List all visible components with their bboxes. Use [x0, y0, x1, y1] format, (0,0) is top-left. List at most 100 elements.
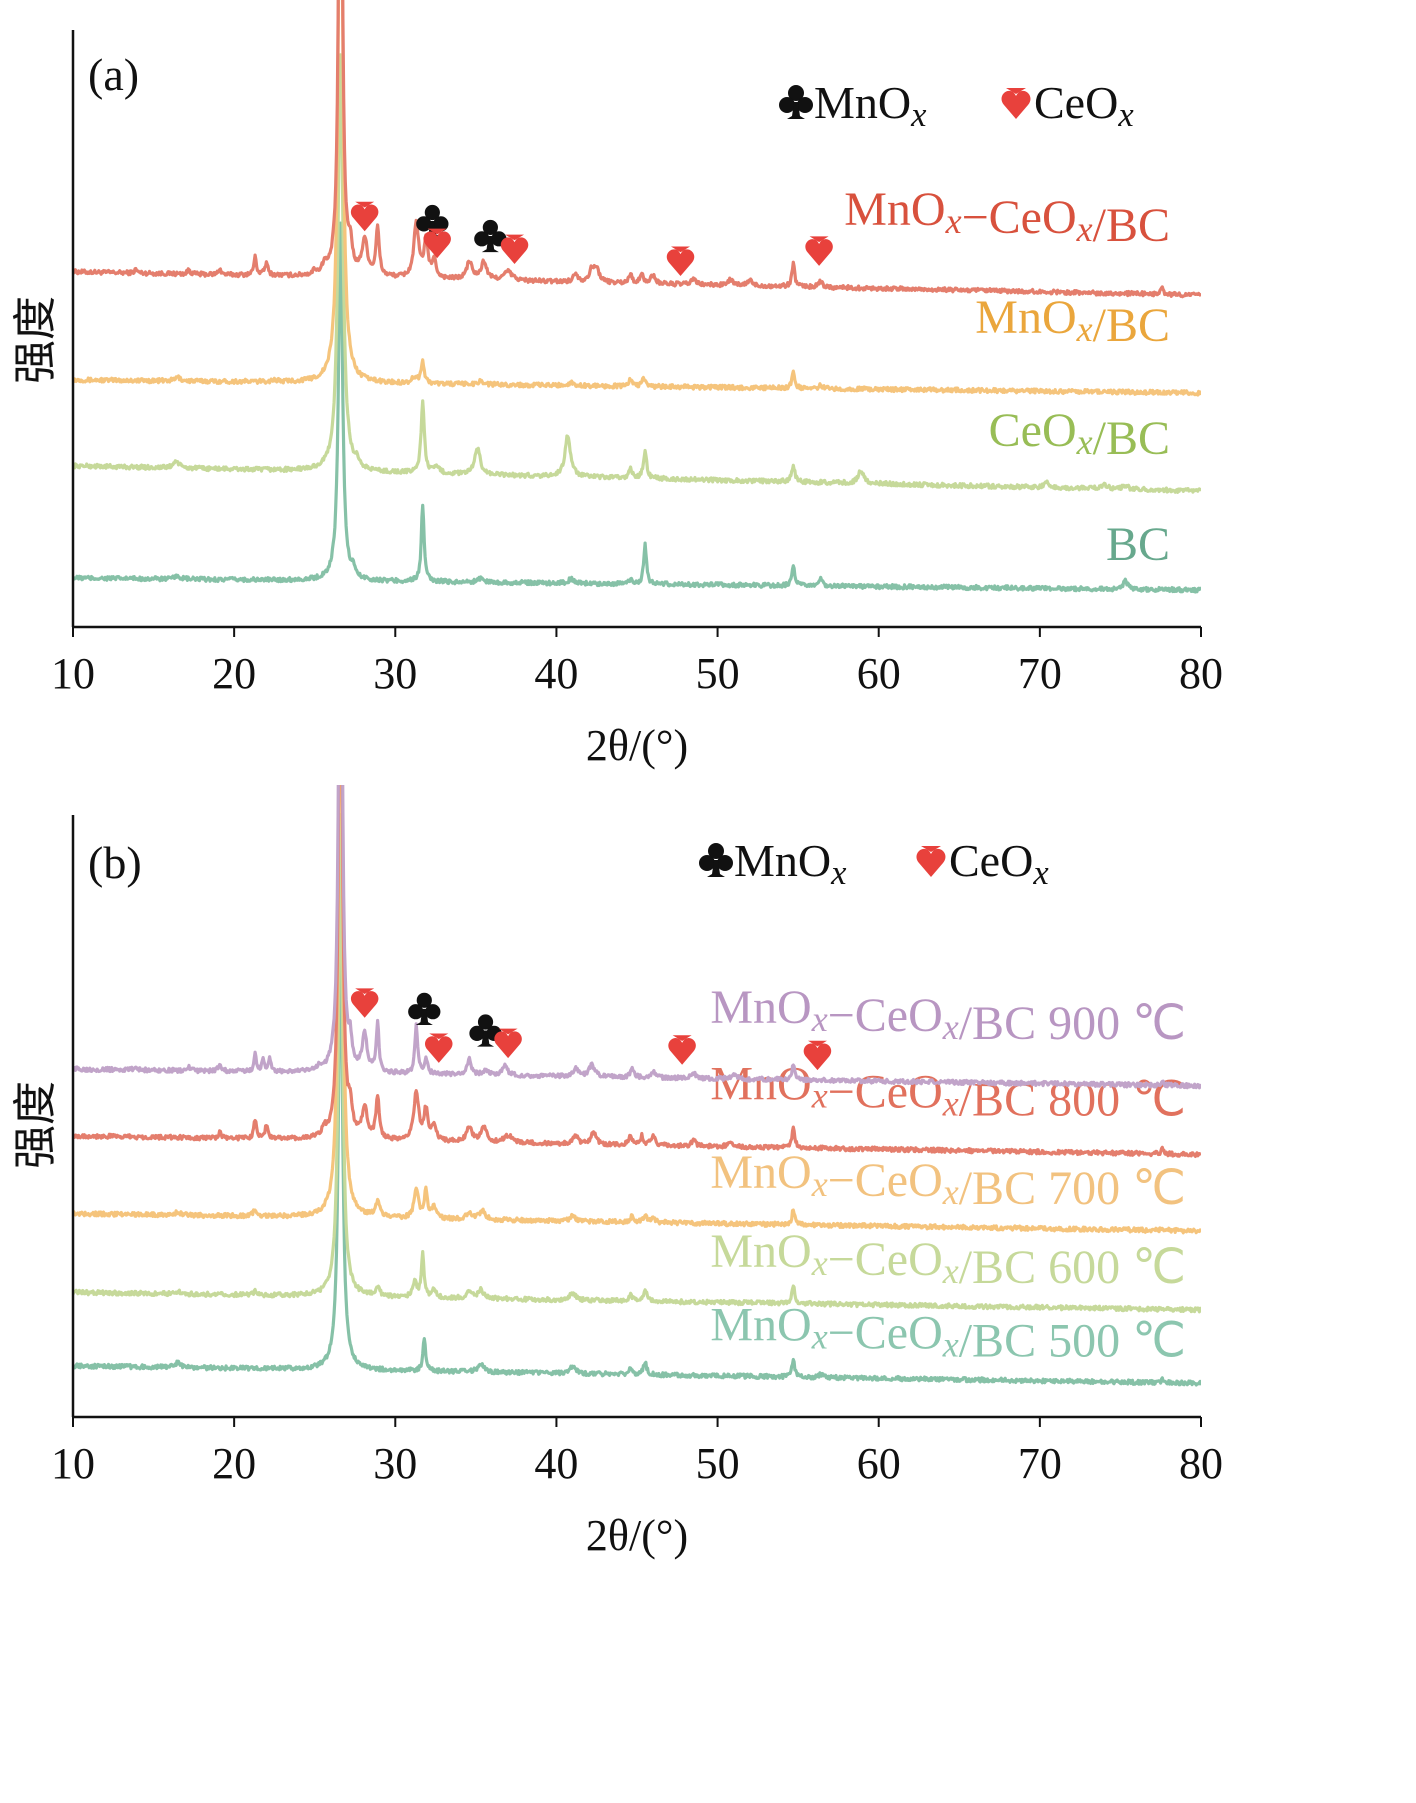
heart-bar: [355, 988, 375, 995]
heart-marker-icon: [1001, 88, 1031, 119]
club-lobe: [416, 216, 432, 232]
heart-bar: [505, 234, 525, 241]
heart-shape: [805, 239, 833, 266]
series-label: MnOx−CeOx/BC 700 ℃: [710, 1146, 1186, 1215]
legend-entry: MnOx: [734, 835, 847, 892]
series-line-MnOx-BC: [73, 0, 1201, 397]
heart-marker-icon: [425, 1033, 453, 1063]
legend-entry: CeOx: [949, 835, 1049, 892]
series-line-MnOx-CeOx-BC-800-: [73, 785, 1201, 1158]
series-label: MnOx−CeOx/BC 800 ℃: [710, 1058, 1186, 1127]
heart-bar: [427, 228, 447, 235]
heart-shape: [500, 237, 529, 265]
series-label: MnOx−CeOx/BC: [844, 183, 1170, 252]
subscript-x: x: [1076, 209, 1093, 249]
club-lobe: [482, 219, 498, 236]
label-text-part: −CeO: [962, 191, 1077, 244]
heart-shape: [668, 1038, 696, 1065]
subscript-x: x: [811, 1316, 828, 1356]
label-text-part: MnO: [844, 183, 945, 236]
label-text-part: /BC: [1093, 412, 1170, 465]
subscript-x: x: [811, 1243, 828, 1283]
x-tick-label: 20: [212, 649, 256, 698]
series-line-MnOx-CeOx-BC-500-: [73, 916, 1201, 1387]
club-marker-icon: [416, 204, 449, 238]
series-label: BC: [1106, 518, 1170, 571]
series-label: CeOx/BC: [989, 404, 1170, 465]
heart-bar: [809, 236, 829, 243]
series-label: MnOx−CeOx/BC 500 ℃: [710, 1298, 1186, 1367]
x-tick-label: 30: [373, 1439, 417, 1488]
label-text-part: CeO: [1034, 77, 1118, 128]
x-tick-label: 10: [51, 1439, 95, 1488]
label-text-part: −CeO: [828, 1154, 943, 1207]
x-tick-label: 60: [857, 1439, 901, 1488]
subscript-x: x: [1117, 96, 1134, 134]
heart-bar: [498, 1028, 518, 1035]
x-tick-label: 40: [534, 649, 578, 698]
heart-marker-icon: [666, 246, 695, 276]
heart-shape: [803, 1043, 832, 1071]
series-line-BC: [73, 221, 1201, 594]
subscript-x: x: [910, 96, 927, 134]
club-lobe: [477, 1014, 494, 1030]
subscript-x: x: [942, 1172, 959, 1212]
club-lobe: [708, 843, 724, 859]
heart-marker-icon: [803, 1040, 832, 1071]
club-lobe: [433, 216, 449, 232]
heart-bar: [1006, 88, 1026, 94]
club-stem: [707, 860, 725, 877]
heart-shape: [916, 848, 946, 877]
label-text-part: MnO: [814, 77, 911, 128]
label-text-part: MnO: [734, 835, 831, 886]
subscript-x: x: [811, 1076, 828, 1116]
label-text-part: CeO: [989, 404, 1077, 457]
y-axis-label: 强度: [11, 296, 60, 384]
club-marker-icon: [474, 219, 507, 253]
legend-entry: MnOx: [814, 77, 927, 134]
legend-entry: CeOx: [1034, 77, 1134, 134]
subscript-x: x: [811, 1164, 828, 1204]
subscript-x: x: [942, 1084, 959, 1124]
club-marker-icon: [408, 992, 441, 1025]
x-tick-label: 60: [857, 649, 901, 698]
label-text-part: /BC 900 ℃: [959, 997, 1186, 1050]
x-tick-label: 70: [1018, 1439, 1062, 1488]
heart-marker-icon: [494, 1028, 522, 1059]
club-lobe: [425, 1004, 441, 1020]
label-text-part: /BC: [1093, 199, 1170, 252]
x-axis-label: 2θ/(°): [586, 1511, 688, 1560]
club-marker-icon: [779, 85, 813, 119]
club-lobe: [408, 1004, 424, 1020]
series-line-MnOx-CeOx-BC-900-: [73, 785, 1201, 1090]
series-label: MnOx−CeOx/BC 900 ℃: [710, 981, 1186, 1050]
heart-bar: [672, 1035, 692, 1041]
x-tick-label: 30: [373, 649, 417, 698]
club-stem: [787, 102, 805, 119]
heart-marker-icon: [350, 988, 379, 1018]
series-line-CeOx-BC: [73, 53, 1201, 494]
heart-marker-icon: [350, 201, 379, 232]
club-lobe: [779, 97, 795, 113]
y-axis-label: 强度: [11, 1081, 60, 1169]
club-lobe: [469, 1025, 485, 1041]
heart-bar: [671, 246, 691, 253]
label-text-part: −CeO: [828, 989, 943, 1042]
series-label: MnOx/BC: [975, 291, 1170, 352]
club-stem: [415, 1008, 433, 1025]
subscript-x: x: [1076, 422, 1093, 462]
subscript-x: x: [1076, 309, 1093, 349]
series-line-MnOx-CeOx-BC-600-: [73, 813, 1201, 1314]
heart-marker-icon: [668, 1035, 696, 1065]
heart-shape: [350, 204, 379, 232]
label-text-part: /BC: [1093, 299, 1170, 352]
panel-label: (a): [88, 49, 139, 100]
panel-label: (b): [88, 837, 142, 888]
subscript-x: x: [942, 1324, 959, 1364]
label-text-part: MnO: [710, 1298, 811, 1351]
heart-bar: [355, 201, 375, 208]
label-text-part: MnO: [710, 1058, 811, 1111]
heart-bar: [807, 1040, 827, 1047]
